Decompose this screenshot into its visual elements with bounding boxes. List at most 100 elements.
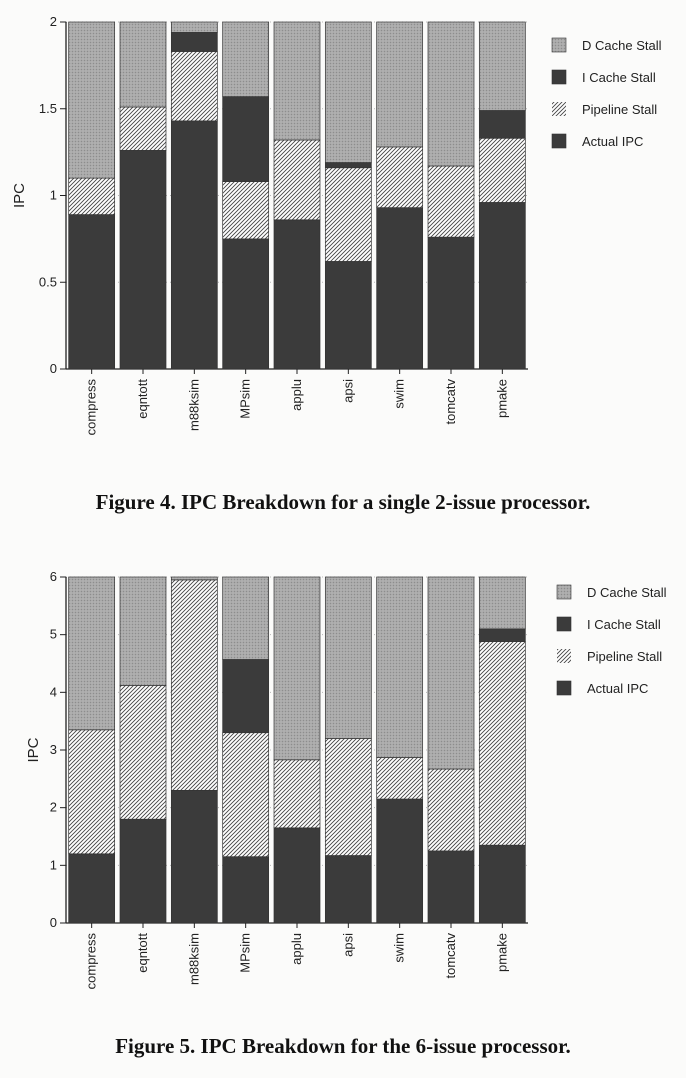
- legend-swatch-d-cache-stall: [556, 584, 572, 600]
- y-axis-title: IPC: [25, 737, 42, 762]
- bar-segment-actual-ipc: [68, 214, 116, 370]
- bar-segment-actual-ipc: [273, 827, 321, 924]
- category-label: MPsim: [238, 379, 253, 419]
- bar-segment-d-cache-stall: [427, 576, 475, 770]
- legend-label: D Cache Stall: [582, 38, 662, 53]
- bar-segment-actual-ipc: [324, 261, 372, 370]
- category-label: m88ksim: [186, 933, 201, 985]
- bar-segment-actual-ipc: [68, 853, 116, 924]
- bar-segment-d-cache-stall: [119, 21, 167, 108]
- bar-segment-pipeline-stall: [68, 177, 116, 215]
- bar-segment-actual-ipc: [170, 120, 218, 370]
- bar-segment-actual-ipc: [119, 150, 167, 370]
- bar-segment-d-cache-stall: [68, 576, 116, 731]
- bar-segment-i-cache-stall: [478, 628, 526, 642]
- bar-segment-d-cache-stall: [222, 576, 270, 660]
- bar-segment-pipeline-stall: [376, 146, 424, 208]
- bar-segment-d-cache-stall: [376, 576, 424, 758]
- bar-segment-d-cache-stall: [324, 576, 372, 739]
- category-label: pmake: [494, 379, 509, 418]
- category-label: applu: [289, 933, 304, 965]
- figure-4-caption: Figure 4. IPC Breakdown for a single 2-i…: [95, 490, 591, 514]
- bar-segment-d-cache-stall: [170, 576, 218, 581]
- bar-segment-pipeline-stall: [170, 579, 218, 791]
- bar-segment-actual-ipc: [324, 855, 372, 924]
- legend-swatch-actual-ipc: [556, 680, 572, 696]
- bar-segment-actual-ipc: [119, 818, 167, 924]
- legend-label: I Cache Stall: [587, 617, 661, 632]
- bar-segment-pipeline-stall: [427, 768, 475, 852]
- category-label: apsi: [340, 933, 355, 957]
- category-label: swim: [392, 379, 407, 409]
- y-tick-label: 1: [50, 188, 57, 203]
- bar-segment-pipeline-stall: [222, 732, 270, 858]
- y-tick-label: 1: [50, 857, 57, 872]
- bar-segment-pipeline-stall: [273, 139, 321, 221]
- category-label: m88ksim: [186, 379, 201, 431]
- bar-segment-d-cache-stall: [170, 21, 218, 33]
- y-tick-label: 5: [50, 627, 57, 642]
- bar-segment-actual-ipc: [170, 790, 218, 924]
- bar-segment-d-cache-stall: [119, 576, 167, 686]
- bar-segment-i-cache-stall: [222, 659, 270, 734]
- legend-label: D Cache Stall: [587, 585, 667, 600]
- category-label: swim: [392, 933, 407, 963]
- bar-segment-actual-ipc: [222, 238, 270, 370]
- category-label: pmake: [494, 933, 509, 972]
- category-label: apsi: [340, 379, 355, 403]
- legend-swatch-d-cache-stall: [551, 37, 567, 53]
- figure-5-chart: 0 1 2 3 4 5 6 IPC compress eqntott m88ksim MPsim app…: [25, 569, 667, 990]
- legend-swatch-pipeline-stall: [557, 649, 571, 663]
- bar-segment-d-cache-stall: [324, 21, 372, 163]
- bar-segment-i-cache-stall: [222, 96, 270, 182]
- legend-label: Actual IPC: [582, 134, 643, 149]
- category-label: tomcatv: [443, 379, 458, 425]
- category-label: MPsim: [238, 933, 253, 973]
- bar-segment-actual-ipc: [478, 844, 526, 924]
- bar-segment-pipeline-stall: [119, 685, 167, 820]
- legend-label: I Cache Stall: [582, 70, 656, 85]
- bar-segment-d-cache-stall: [478, 21, 526, 111]
- bar-segment-d-cache-stall: [478, 576, 526, 630]
- bar-segment-pipeline-stall: [222, 181, 270, 240]
- bar-segment-pipeline-stall: [273, 759, 321, 829]
- bar-segment-i-cache-stall: [324, 162, 372, 169]
- bar-segment-d-cache-stall: [376, 21, 424, 148]
- y-axis-title: IPC: [11, 183, 28, 208]
- category-label: eqntott: [135, 933, 150, 973]
- bar-segment-pipeline-stall: [68, 729, 116, 855]
- legend-swatch-i-cache-stall: [556, 616, 572, 632]
- bar-segment-pipeline-stall: [376, 757, 424, 800]
- legend-label: Actual IPC: [587, 681, 648, 696]
- bar-segment-actual-ipc: [427, 236, 475, 370]
- bar-segment-pipeline-stall: [119, 106, 167, 151]
- y-tick-label: 2: [50, 14, 57, 29]
- bar-segment-d-cache-stall: [273, 21, 321, 141]
- y-tick-label: 0.5: [39, 274, 57, 289]
- category-label: tomcatv: [443, 933, 458, 979]
- bar-segment-actual-ipc: [478, 202, 526, 370]
- bar-segment-actual-ipc: [273, 219, 321, 370]
- bar-segment-pipeline-stall: [324, 738, 372, 856]
- legend-swatch-i-cache-stall: [551, 69, 567, 85]
- bar-segment-d-cache-stall: [273, 576, 321, 761]
- y-tick-label: 0: [50, 915, 57, 930]
- bar-segment-pipeline-stall: [170, 51, 218, 122]
- category-label: compress: [84, 933, 99, 990]
- legend-swatch-actual-ipc: [551, 133, 567, 149]
- figure-4-chart: 0 0.5 1 1.5 2 IPC compress eqntott m88ksim MPsim a…: [11, 14, 662, 436]
- bar-segment-i-cache-stall: [170, 32, 218, 52]
- legend-label: Pipeline Stall: [582, 102, 657, 117]
- bar-segment-pipeline-stall: [427, 165, 475, 238]
- y-tick-label: 3: [50, 742, 57, 757]
- y-tick-label: 0: [50, 361, 57, 376]
- legend-label: Pipeline Stall: [587, 649, 662, 664]
- bar-segment-actual-ipc: [222, 856, 270, 924]
- category-label: compress: [84, 379, 99, 436]
- bar-segment-pipeline-stall: [324, 167, 372, 262]
- bar-segment-actual-ipc: [376, 207, 424, 370]
- y-tick-label: 2: [50, 800, 57, 815]
- bar-segment-actual-ipc: [376, 798, 424, 924]
- y-tick-label: 4: [50, 684, 57, 699]
- bar-segment-pipeline-stall: [478, 641, 526, 846]
